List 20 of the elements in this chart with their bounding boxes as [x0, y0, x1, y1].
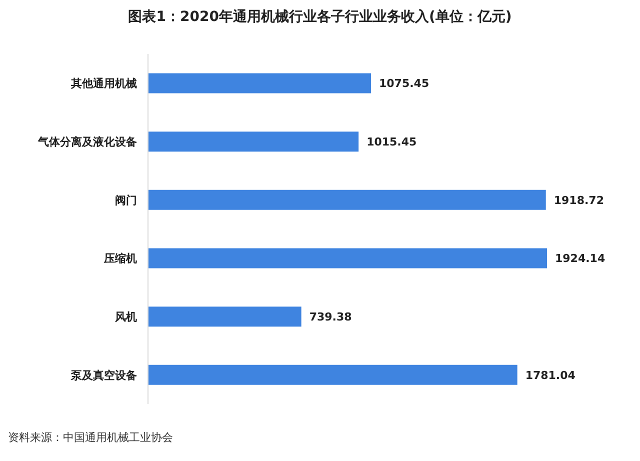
- y-tick-label: 阀门: [115, 194, 137, 207]
- bar: [148, 73, 372, 94]
- bar: [148, 364, 518, 385]
- y-tick-label: 其他通用机械: [70, 77, 137, 90]
- y-tick-label: 气体分离及液化设备: [37, 136, 137, 148]
- y-tick-label: 风机: [114, 310, 137, 324]
- data-label: 1781.04: [525, 368, 576, 382]
- text: 资料来源：中国通用机械工业协会: [8, 430, 173, 445]
- data-label: 1918.72: [554, 194, 604, 207]
- y-tick-label: 泵及真空设备: [70, 368, 137, 382]
- chart-title: 图表1：2020年通用机械行业各子行业业务收入(单位：亿元): [127, 8, 513, 26]
- y-tick-label: 压缩机: [103, 252, 137, 266]
- data-label: 1924.14: [555, 252, 606, 266]
- bar: [148, 132, 359, 152]
- data-label: 739.38: [309, 310, 352, 324]
- bar: [148, 190, 546, 210]
- data-label: 1075.45: [379, 77, 430, 90]
- bar: [148, 248, 547, 268]
- data-label: 1015.45: [366, 135, 417, 148]
- bar: [148, 306, 302, 327]
